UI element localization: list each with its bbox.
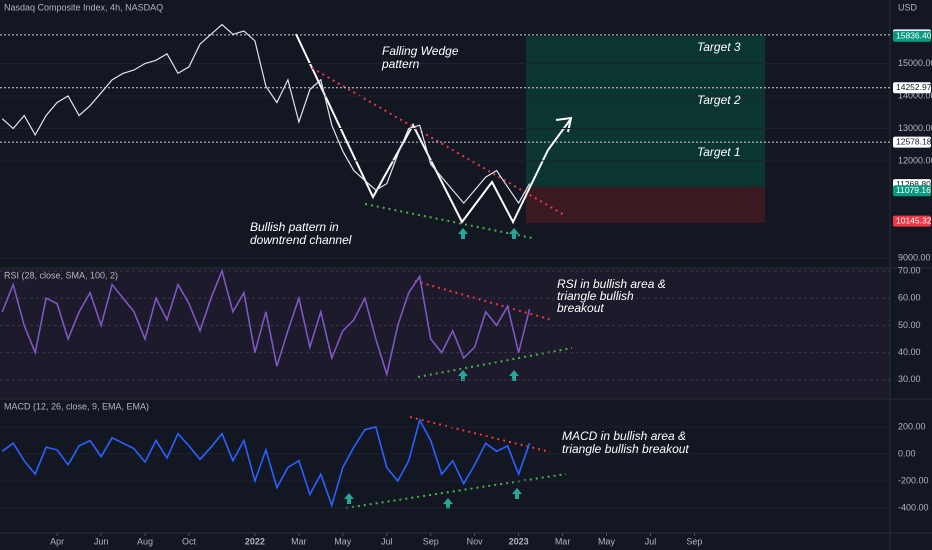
x-tick-label: Jun (94, 536, 109, 546)
y-tick-label: 30.00 (898, 374, 921, 384)
annotation: downtrend channel (250, 233, 352, 247)
trend-line (345, 473, 567, 509)
x-tick-label: 2023 (509, 536, 529, 546)
x-tick-label: 2022 (245, 536, 265, 546)
y-tick-label: 200.00 (898, 421, 926, 431)
x-tick-label: Jul (381, 536, 393, 546)
y-tick-label: 12000.00 (898, 155, 932, 165)
price-badge (893, 185, 931, 197)
arrow-up (512, 488, 522, 499)
annotation: Target 2 (697, 93, 741, 107)
y-tick-label: 14000.00 (898, 90, 932, 100)
x-tick-label: Mar (291, 536, 307, 546)
trend-line (417, 347, 573, 378)
price-badge (893, 30, 931, 42)
trend-line (311, 67, 567, 217)
price-badge-label: 15836.40 (896, 31, 932, 41)
x-tick-label: Apr (50, 536, 64, 546)
y-tick-label: 0.00 (898, 448, 916, 458)
arrow-up (344, 493, 354, 504)
series-line (1, 23, 531, 205)
x-tick-label: Sep (423, 536, 439, 546)
annotation: MACD in bullish area & (562, 429, 686, 443)
x-tick-label: Aug (137, 536, 153, 546)
x-tick-label: May (598, 536, 616, 546)
y-tick-label: 15000.00 (898, 58, 932, 68)
annotation: Falling Wedge (382, 44, 459, 58)
y-tick-label: -400.00 (898, 502, 929, 512)
macd-title: MACD (12, 26, close, 9, EMA, EMA) (4, 401, 149, 411)
x-tick-label: Jul (645, 536, 657, 546)
x-tick-label: Nov (467, 536, 484, 546)
y-tick-label: 60.00 (898, 293, 921, 303)
annotation: triangle bullish (557, 289, 634, 303)
rsi-title: RSI (28, close, SMA, 100, 2) (4, 270, 118, 280)
rsi-panel (0, 269, 890, 399)
price-badge-label: 11268.80 (896, 179, 931, 189)
price-badge (893, 215, 931, 227)
trend-line (409, 416, 551, 453)
price-badge-label: 12578.18 (896, 136, 932, 146)
series-line (1, 268, 531, 378)
drawings (295, 33, 573, 509)
annotation: triangle bullish breakout (562, 442, 689, 456)
y-tick-label: 50.00 (898, 320, 921, 330)
y-tick-label: 13000.00 (898, 123, 932, 133)
currency: USD (898, 2, 918, 12)
chart-title: Nasdaq Composite Index, 4h, NASDAQ (4, 2, 163, 12)
x-tick-label: May (334, 536, 352, 546)
trend-line (364, 203, 533, 239)
arrows-up (344, 228, 522, 509)
stop-zone (526, 187, 765, 223)
y-tick-label: -200.00 (898, 475, 929, 485)
price-badge-label: 10145.32 (896, 215, 932, 225)
price-badge (893, 82, 931, 94)
arrow-up (443, 498, 453, 509)
annotation: Target 3 (697, 40, 741, 54)
y-tick-label: 70.00 (898, 265, 921, 275)
arrow-head (555, 116, 573, 133)
series-line (1, 418, 531, 508)
annotation: Bullish pattern in (250, 220, 339, 234)
price-badge-label: 11079.16 (896, 185, 931, 195)
price-badge-label: 14252.97 (896, 82, 932, 92)
annotation: breakout (557, 301, 604, 315)
annotation: RSI in bullish area & (557, 277, 666, 291)
y-tick-label: 9000.00 (898, 253, 931, 263)
target-zone (526, 36, 765, 187)
x-tick-label: Mar (555, 536, 571, 546)
x-tick-label: Sep (686, 536, 702, 546)
annotation: Target 1 (697, 145, 741, 159)
x-tick-label: Oct (182, 536, 197, 546)
arrow-up (509, 228, 519, 239)
arrow-up (458, 228, 468, 239)
arrow (547, 119, 571, 151)
arrow-up (458, 370, 468, 381)
price-badge (893, 136, 931, 148)
wedge-zigzag (295, 33, 549, 225)
annotation: pattern (381, 57, 420, 71)
arrow-up (509, 370, 519, 381)
y-tick-label: 40.00 (898, 347, 921, 357)
